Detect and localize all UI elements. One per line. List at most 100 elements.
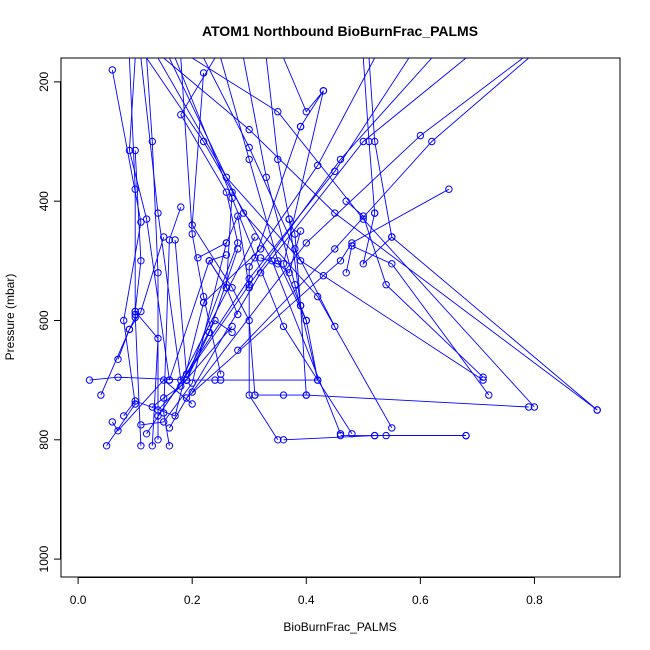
data-point xyxy=(160,394,168,402)
data-point xyxy=(371,431,379,440)
data-point xyxy=(125,146,134,155)
data-point xyxy=(222,284,231,292)
series-line-32 xyxy=(157,58,484,381)
data-point xyxy=(336,257,345,265)
series-line-3 xyxy=(191,72,256,396)
data-point xyxy=(217,376,225,384)
y-axis: 200 400 600 800 1000 xyxy=(37,72,61,572)
series-line-41 xyxy=(265,58,302,306)
data-point xyxy=(217,370,225,378)
data-point xyxy=(154,436,162,444)
data-point xyxy=(388,260,396,268)
data-point xyxy=(245,281,253,289)
series-line-47 xyxy=(169,58,467,429)
data-point xyxy=(348,430,356,438)
data-point xyxy=(85,376,94,384)
series-line-14 xyxy=(254,394,529,408)
data-point xyxy=(251,391,259,399)
series-line-45 xyxy=(146,58,410,435)
data-point xyxy=(296,301,305,310)
x-axis: 0.0 0.2 0.4 0.6 0.8 xyxy=(70,577,543,607)
data-point xyxy=(228,322,236,331)
data-point xyxy=(296,227,305,235)
data-point xyxy=(137,442,145,450)
data-point xyxy=(256,254,265,262)
data-point xyxy=(359,215,367,223)
data-point xyxy=(593,406,601,414)
x-tick-label: 0.8 xyxy=(526,593,543,607)
data-point xyxy=(239,209,248,217)
y-tick-label: 400 xyxy=(37,191,51,211)
y-tick-label: 200 xyxy=(37,72,51,92)
data-point xyxy=(296,122,305,131)
data-point xyxy=(165,376,174,384)
series-line-46 xyxy=(157,58,433,417)
data-point xyxy=(205,257,214,265)
data-point xyxy=(274,108,282,116)
data-point xyxy=(359,260,367,268)
series-line-2 xyxy=(106,69,142,447)
data-point xyxy=(142,430,151,438)
series-line-48 xyxy=(191,58,524,393)
series-line-40 xyxy=(243,58,319,381)
data-point xyxy=(120,412,128,420)
data-point xyxy=(234,346,242,354)
data-point xyxy=(199,298,208,307)
series-line-17 xyxy=(89,376,221,381)
data-point xyxy=(102,442,111,450)
data-point xyxy=(97,391,105,399)
data-point xyxy=(228,194,236,202)
data-point xyxy=(131,185,139,193)
plot-frame xyxy=(60,57,621,578)
data-point xyxy=(285,269,293,277)
data-point xyxy=(137,218,145,226)
data-point xyxy=(154,269,162,277)
data-point xyxy=(120,316,128,325)
data-point xyxy=(285,215,293,223)
data-point xyxy=(359,137,367,146)
data-point xyxy=(291,245,299,253)
data-point xyxy=(428,137,436,146)
data-point xyxy=(194,254,202,262)
data-point xyxy=(530,403,539,411)
data-point xyxy=(365,137,373,146)
data-point xyxy=(108,418,117,426)
x-tick-label: 0.4 xyxy=(298,593,315,607)
data-point xyxy=(137,307,145,316)
data-point xyxy=(314,161,322,170)
series-line-13 xyxy=(345,245,490,396)
data-point xyxy=(279,322,288,331)
data-point xyxy=(137,421,145,429)
data-point xyxy=(388,424,396,432)
series-line-33 xyxy=(163,58,598,411)
data-point xyxy=(462,431,470,440)
x-tick-label: 0.0 xyxy=(70,593,87,607)
data-point xyxy=(319,87,328,95)
x-axis-label: BioBurnFrac_PALMS xyxy=(283,620,396,634)
series-line-49 xyxy=(237,58,529,351)
data-point xyxy=(171,236,179,244)
data-point xyxy=(245,155,253,164)
series-line-43 xyxy=(362,58,376,214)
data-point xyxy=(205,328,214,337)
x-tick-label: 0.2 xyxy=(184,593,201,607)
y-tick-label: 1000 xyxy=(37,545,51,572)
series-line-25 xyxy=(174,239,233,376)
data-point xyxy=(256,269,265,277)
data-point xyxy=(416,131,425,140)
data-point xyxy=(199,69,208,77)
data-point xyxy=(160,376,168,384)
series-line-26 xyxy=(197,214,250,288)
data-point xyxy=(331,322,339,331)
data-point xyxy=(348,242,356,250)
data-point xyxy=(245,391,253,399)
data-point xyxy=(137,257,145,265)
data-point xyxy=(165,236,174,244)
data-point xyxy=(165,442,174,450)
chart-title: ATOM1 Northbound BioBurnFrac_PALMS xyxy=(202,23,478,39)
data-point xyxy=(479,373,487,381)
series-line-27 xyxy=(208,192,233,290)
data-point xyxy=(154,209,162,217)
data-point xyxy=(148,137,157,146)
series-line-42 xyxy=(283,58,324,127)
